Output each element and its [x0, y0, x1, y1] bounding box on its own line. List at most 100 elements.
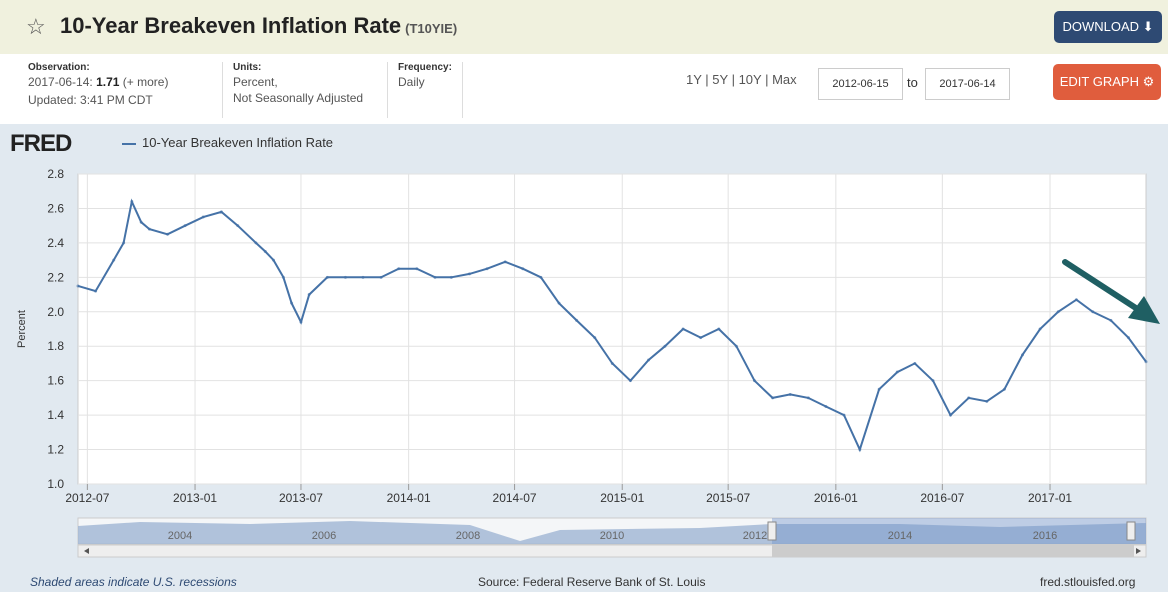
x-tick-label: 2013-01	[173, 491, 217, 505]
data-point	[112, 258, 116, 262]
data-point	[397, 267, 401, 271]
gear-icon: ⚙	[1142, 74, 1155, 89]
download-button[interactable]: DOWNLOAD ⬇	[1054, 11, 1162, 43]
chart-legend: 10-Year Breakeven Inflation Rate	[122, 135, 333, 150]
legend-label: 10-Year Breakeven Inflation Rate	[142, 135, 334, 150]
data-point	[379, 275, 383, 279]
edit-graph-button[interactable]: EDIT GRAPH ⚙	[1053, 64, 1161, 100]
navigator-year-label: 2014	[888, 530, 912, 542]
navigator-handle-right[interactable]	[1126, 521, 1136, 541]
site-link[interactable]: fred.stlouisfed.org	[1040, 575, 1136, 589]
y-tick-label: 1.6	[47, 374, 64, 388]
data-point	[734, 344, 738, 348]
data-point	[183, 224, 187, 228]
data-point	[985, 399, 989, 403]
units-label: Units:	[233, 62, 262, 73]
y-tick-label: 2.0	[47, 305, 64, 319]
recession-note: Shaded areas indicate U.S. recessions	[30, 575, 237, 589]
annotation-arrow-shaft	[1062, 259, 1145, 315]
navigator-handle-left[interactable]	[767, 521, 777, 541]
x-tick-label: 2017-01	[1028, 491, 1072, 505]
data-point	[219, 210, 223, 214]
data-point	[139, 220, 143, 224]
y-tick-label: 2.4	[47, 236, 64, 250]
data-point	[647, 358, 651, 362]
star-icon[interactable]: ☆	[26, 14, 46, 39]
navigator-selection[interactable]	[772, 518, 1146, 544]
data-point	[281, 275, 285, 279]
scrollbar-thumb[interactable]	[772, 545, 1134, 557]
range-10y-button[interactable]: 10Y	[738, 72, 762, 87]
navigator-year-label: 2010	[600, 530, 624, 542]
source-text: Source: Federal Reserve Bank of St. Loui…	[478, 575, 706, 589]
navigator-year-label: 2012	[743, 530, 767, 542]
y-tick-label: 1.4	[47, 408, 64, 422]
observation-more-link[interactable]: (+ more)	[122, 75, 169, 89]
date-to-input[interactable]: 2017-06-14	[925, 68, 1010, 100]
scroll-left-icon[interactable]	[84, 548, 89, 554]
divider	[387, 62, 388, 118]
data-point	[681, 327, 685, 331]
range-5y-button[interactable]: 5Y	[712, 72, 728, 87]
data-point	[1126, 336, 1130, 340]
data-point	[521, 267, 525, 271]
data-point	[166, 232, 170, 236]
y-tick-label: 2.6	[47, 201, 64, 215]
annotation-arrow-head	[1128, 296, 1160, 324]
data-point	[806, 396, 810, 400]
data-point	[468, 272, 472, 276]
range-buttons: 1Y | 5Y | 10Y | Max	[686, 72, 797, 87]
data-point	[575, 318, 579, 322]
data-point	[130, 200, 134, 204]
data-point	[949, 413, 953, 417]
divider	[222, 62, 223, 118]
data-point	[539, 275, 543, 279]
data-point	[236, 224, 240, 228]
data-point	[895, 370, 899, 374]
y-axis-label: Percent	[16, 310, 28, 348]
range-max-button[interactable]: Max	[772, 72, 797, 87]
series-id: (T10YIE)	[405, 21, 458, 36]
observation-date: 2017-06-14:	[28, 75, 93, 89]
data-point	[1091, 310, 1095, 314]
navigator-year-label: 2016	[1033, 530, 1057, 542]
data-point	[788, 392, 792, 396]
download-icon: ⬇	[1142, 19, 1154, 34]
data-point	[824, 405, 828, 408]
data-point	[271, 258, 275, 262]
observation-label: Observation:	[28, 62, 90, 73]
data-point	[628, 379, 632, 383]
data-point	[485, 267, 489, 271]
x-tick-label: 2015-07	[706, 491, 750, 505]
data-point	[76, 284, 80, 288]
data-point	[858, 448, 862, 452]
data-point	[299, 320, 303, 324]
legend-swatch	[122, 142, 136, 145]
frequency-block: Frequency: Daily	[398, 62, 452, 89]
date-from-input[interactable]: 2012-06-15	[818, 68, 903, 100]
data-point	[931, 379, 935, 383]
y-tick-label: 2.8	[47, 167, 64, 181]
data-point	[752, 379, 756, 383]
data-point	[877, 387, 881, 391]
x-tick-label: 2015-01	[600, 491, 644, 505]
data-point	[433, 275, 437, 279]
data-point	[201, 215, 205, 219]
data-point	[415, 267, 419, 271]
x-tick-label: 2016-01	[814, 491, 858, 505]
data-point	[503, 260, 507, 264]
scroll-right-icon[interactable]	[1136, 548, 1141, 554]
data-point	[967, 396, 971, 400]
data-point	[147, 227, 151, 231]
range-1y-button[interactable]: 1Y	[686, 72, 702, 87]
data-point	[663, 344, 667, 348]
data-point	[1144, 360, 1148, 364]
to-label: to	[907, 75, 918, 90]
x-tick-label: 2016-07	[920, 491, 964, 505]
observation-value: 1.71	[96, 75, 120, 89]
units-line2: Not Seasonally Adjusted	[233, 91, 364, 105]
units-line1: Percent,	[233, 75, 278, 89]
data-point	[325, 275, 329, 279]
navigator-year-label: 2004	[168, 530, 192, 542]
